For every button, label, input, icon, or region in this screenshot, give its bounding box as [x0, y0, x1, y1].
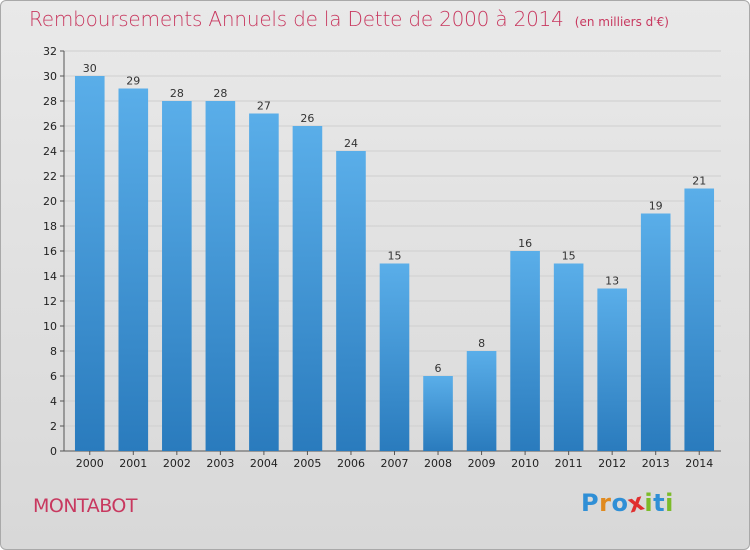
labels: 30 29 28 28 27 26 24 15 6 8 16 15 13 19 21: [83, 62, 706, 375]
y-tick-label: 2: [50, 420, 57, 433]
x-tick-label: 2010: [511, 457, 539, 470]
y-tick-label: 22: [43, 170, 57, 183]
y-tick-label: 18: [43, 220, 57, 233]
bar-value-label: 15: [388, 250, 402, 263]
y-tick-label: 8: [50, 345, 57, 358]
bar-value-label: 8: [478, 337, 485, 350]
chart-title-main: Remboursements Annuels de la Dette de 20…: [29, 7, 564, 31]
bar: [336, 151, 366, 451]
x-tick-label: 2014: [685, 457, 713, 470]
logo-letter: t: [653, 489, 666, 517]
bars: [74, 76, 715, 451]
bar: [118, 88, 149, 451]
x-tick-label: 2002: [163, 457, 191, 470]
bar: [205, 101, 236, 451]
y-tick-label: 10: [43, 320, 57, 333]
x-tick-label: 2013: [642, 457, 670, 470]
x-tick-label: 2008: [424, 457, 452, 470]
chart-title: Remboursements Annuels de la Dette de 20…: [29, 7, 669, 31]
city-name: MONTABOT: [33, 495, 137, 517]
bar-value-label: 13: [605, 275, 619, 288]
y-tick-label: 30: [43, 70, 57, 83]
logo-letter: r: [599, 489, 612, 517]
proxiti-logo: Proxiti: [581, 487, 674, 518]
logo-letter: P: [581, 489, 600, 517]
x-tick-label: 2003: [206, 457, 234, 470]
bar: [597, 288, 627, 451]
bar-value-label: 28: [170, 87, 184, 100]
bar: [640, 213, 671, 451]
bar: [510, 251, 540, 451]
bar-value-label: 27: [257, 100, 271, 113]
y-tick-label: 32: [43, 45, 57, 58]
x-tick-label: 2006: [337, 457, 365, 470]
bar-value-label: 29: [126, 75, 140, 88]
y-tick-label: 28: [43, 95, 57, 108]
bar-value-label: 28: [213, 87, 227, 100]
logo-letter: o: [611, 489, 629, 517]
bar: [423, 376, 453, 451]
bar: [292, 126, 323, 451]
logo-letter: i: [665, 489, 674, 517]
bar: [249, 113, 279, 451]
bar-value-label: 24: [344, 137, 358, 150]
y-tick-label: 0: [50, 445, 57, 458]
bar-value-label: 21: [692, 175, 706, 188]
bar-value-label: 26: [300, 112, 314, 125]
bar: [379, 263, 410, 451]
bar-value-label: 30: [83, 62, 97, 75]
logo-letter: i: [644, 489, 654, 517]
y-tick-label: 6: [50, 370, 57, 383]
bar-value-label: 19: [649, 200, 663, 213]
x-tick-label: 2011: [555, 457, 583, 470]
x-tick-label: 2000: [76, 457, 104, 470]
bar: [684, 188, 715, 451]
bar-value-label: 15: [562, 250, 576, 263]
bar: [74, 76, 105, 451]
y-tick-label: 12: [43, 295, 57, 308]
y-tick-label: 4: [50, 395, 57, 408]
x-tick-label: 2012: [598, 457, 626, 470]
bar-value-label: 6: [435, 362, 442, 375]
x-tick-label: 2005: [293, 457, 321, 470]
bar: [162, 101, 192, 451]
y-tick-label: 14: [43, 270, 57, 283]
y-tick-label: 20: [43, 195, 57, 208]
y-tick-label: 24: [43, 145, 57, 158]
chart-title-unit: (en milliers d'€): [574, 15, 669, 29]
y-tick-label: 16: [43, 245, 57, 258]
x-tick-label: 2009: [468, 457, 496, 470]
bar-value-label: 16: [518, 237, 532, 250]
x-tick-label: 2004: [250, 457, 278, 470]
x-tick-label: 2007: [381, 457, 409, 470]
bar: [466, 351, 497, 451]
y-tick-label: 26: [43, 120, 57, 133]
x-tick-label: 2001: [119, 457, 147, 470]
bar: [553, 263, 584, 451]
